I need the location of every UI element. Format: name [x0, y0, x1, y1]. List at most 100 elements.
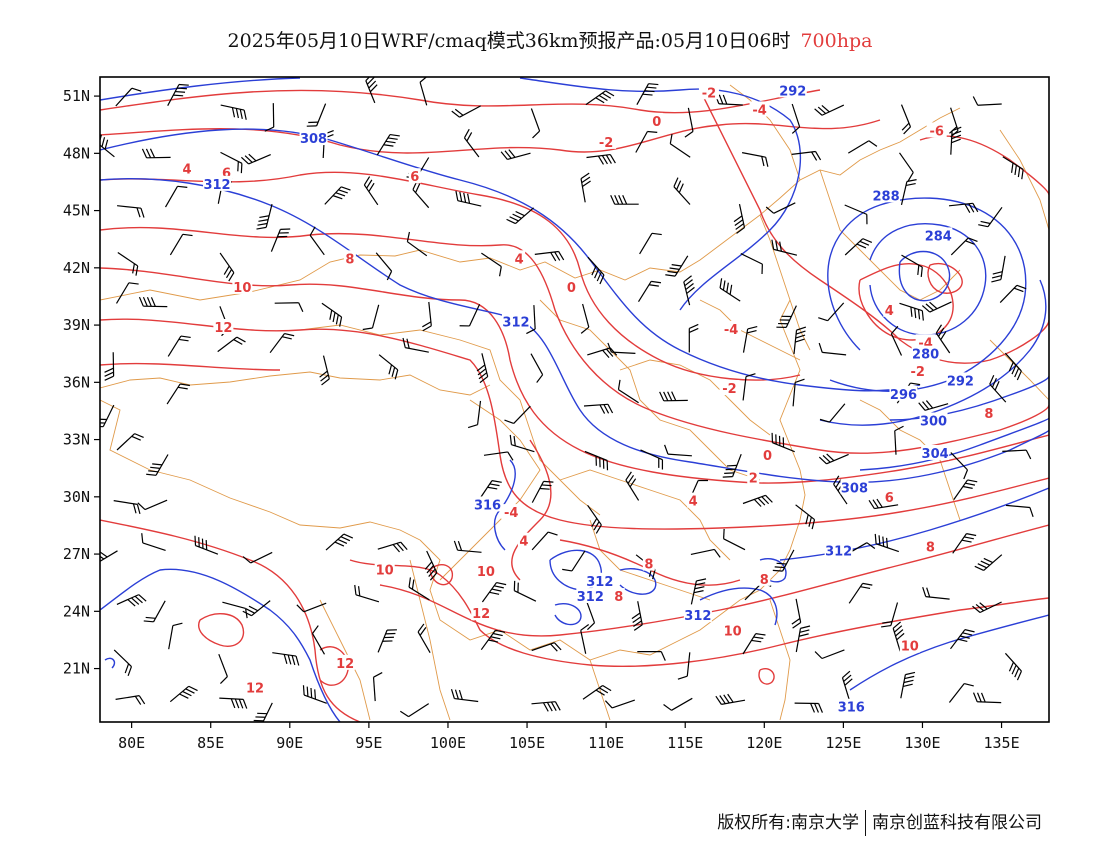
wind-barb: [659, 391, 688, 402]
wind-barb: [848, 582, 873, 604]
wind-barb: [935, 324, 951, 354]
contour-label-bg: [721, 320, 742, 336]
lon-tick-label: 135E: [983, 734, 1019, 752]
contour-value-label: -4: [504, 506, 518, 521]
wind-barb: [868, 498, 899, 510]
wind-barb: [742, 494, 773, 507]
contour-label-bg: [576, 588, 605, 604]
wind-barb: [168, 622, 183, 650]
contour-value-label: 288: [873, 189, 900, 204]
wind-barb: [530, 353, 544, 383]
lon-tick-label: 95E: [355, 734, 382, 752]
wind-barb: [814, 649, 845, 660]
wind-barb: [899, 152, 914, 182]
contour-value-label: 12: [246, 682, 264, 697]
contour-value-label: 0: [763, 449, 772, 464]
contour-value-label: -2: [599, 136, 613, 151]
lat-tick-label: 24N: [63, 602, 90, 620]
wind-barb: [269, 332, 295, 354]
contour-value-label: 300: [920, 414, 947, 429]
wind-barb: [406, 231, 428, 257]
contour-label-bg: [883, 488, 896, 504]
contour-label-bg: [872, 187, 901, 203]
wind-barb: [1002, 156, 1024, 180]
wind-barb: [531, 531, 558, 551]
wind-barb: [240, 153, 271, 165]
wind-barb: [115, 695, 146, 705]
wind-barb: [167, 83, 189, 106]
lat-tick-label: 42N: [63, 259, 90, 277]
contour-label-bg: [180, 160, 193, 176]
wind-barb: [509, 434, 535, 453]
wind-barb: [306, 103, 327, 127]
contour-value-label: 308: [841, 481, 868, 496]
contour-label-bg: [475, 563, 496, 579]
contour-value-label: -4: [724, 323, 738, 338]
wind-barb: [270, 228, 291, 252]
wind-barb: [791, 103, 801, 134]
wind-barb: [795, 625, 811, 653]
contour-label-bg: [921, 444, 950, 460]
wind-barb: [504, 405, 531, 425]
contour-label-bg: [687, 492, 700, 508]
wind-barb: [115, 87, 142, 107]
wind-barb: [637, 280, 662, 303]
wind-barb: [690, 548, 721, 558]
contour-label-bg: [565, 278, 578, 294]
wind-barb: [631, 601, 643, 631]
wind-barb: [467, 400, 482, 429]
footer-separator: [865, 810, 866, 836]
contour-label-bg: [919, 412, 948, 428]
wind-barb: [899, 302, 924, 321]
lat-tick-label: 21N: [63, 660, 90, 678]
contour-label-bg: [889, 385, 918, 401]
wind-barb: [874, 533, 899, 553]
contour-value-label: 10: [724, 624, 742, 639]
wind-barb: [417, 623, 431, 654]
contour-label-bg: [513, 250, 526, 266]
wind-barb: [690, 578, 707, 605]
wind-barb: [791, 598, 802, 629]
wind-barb: [476, 353, 489, 384]
wind-barb: [500, 149, 531, 160]
wind-barb: [580, 624, 590, 654]
wind-barb: [1002, 449, 1032, 460]
wind-barb: [1004, 652, 1023, 681]
contour-value-label: 8: [984, 407, 993, 422]
wind-barb: [610, 194, 639, 205]
wind-barb: [818, 453, 849, 465]
wind-barb: [422, 301, 432, 332]
contour-value-label: 292: [947, 374, 974, 389]
contour-label-bg: [915, 334, 936, 350]
wind-barb: [115, 282, 139, 304]
contour-value-label: 8: [614, 590, 623, 605]
wind-barb: [684, 107, 694, 138]
wind-barb: [844, 238, 873, 256]
wind-barb: [419, 77, 429, 106]
wind-barb: [481, 252, 502, 277]
wind-barb: [531, 480, 554, 503]
wind-barb: [607, 342, 636, 354]
lon-tick-label: 90E: [276, 734, 303, 752]
contour-label-bg: [220, 164, 233, 180]
contour-label-bg: [747, 469, 760, 485]
wind-barb: [583, 403, 614, 414]
wind-barb: [580, 303, 590, 334]
contour-label-bg: [642, 555, 655, 571]
wind-barb: [814, 104, 845, 116]
wind-barb: [901, 254, 923, 277]
wind-barb: [950, 237, 978, 256]
contour-label-bg: [473, 496, 502, 512]
contour-value-label: -2: [910, 365, 924, 380]
lat-tick-label: 27N: [63, 545, 90, 563]
wind-barb: [296, 602, 327, 613]
wind-barb: [818, 302, 845, 322]
wind-barb: [141, 533, 166, 551]
wind-barb: [922, 587, 950, 600]
wind-barb: [587, 347, 618, 359]
map-title: 2025年05月10日WRF/cmaq模式36km预报产品:05月10日06时 7…: [0, 26, 1100, 53]
lon-tick-label: 85E: [197, 734, 224, 752]
lat-tick-label: 51N: [63, 87, 90, 105]
contour-value-label: 10: [477, 565, 495, 580]
